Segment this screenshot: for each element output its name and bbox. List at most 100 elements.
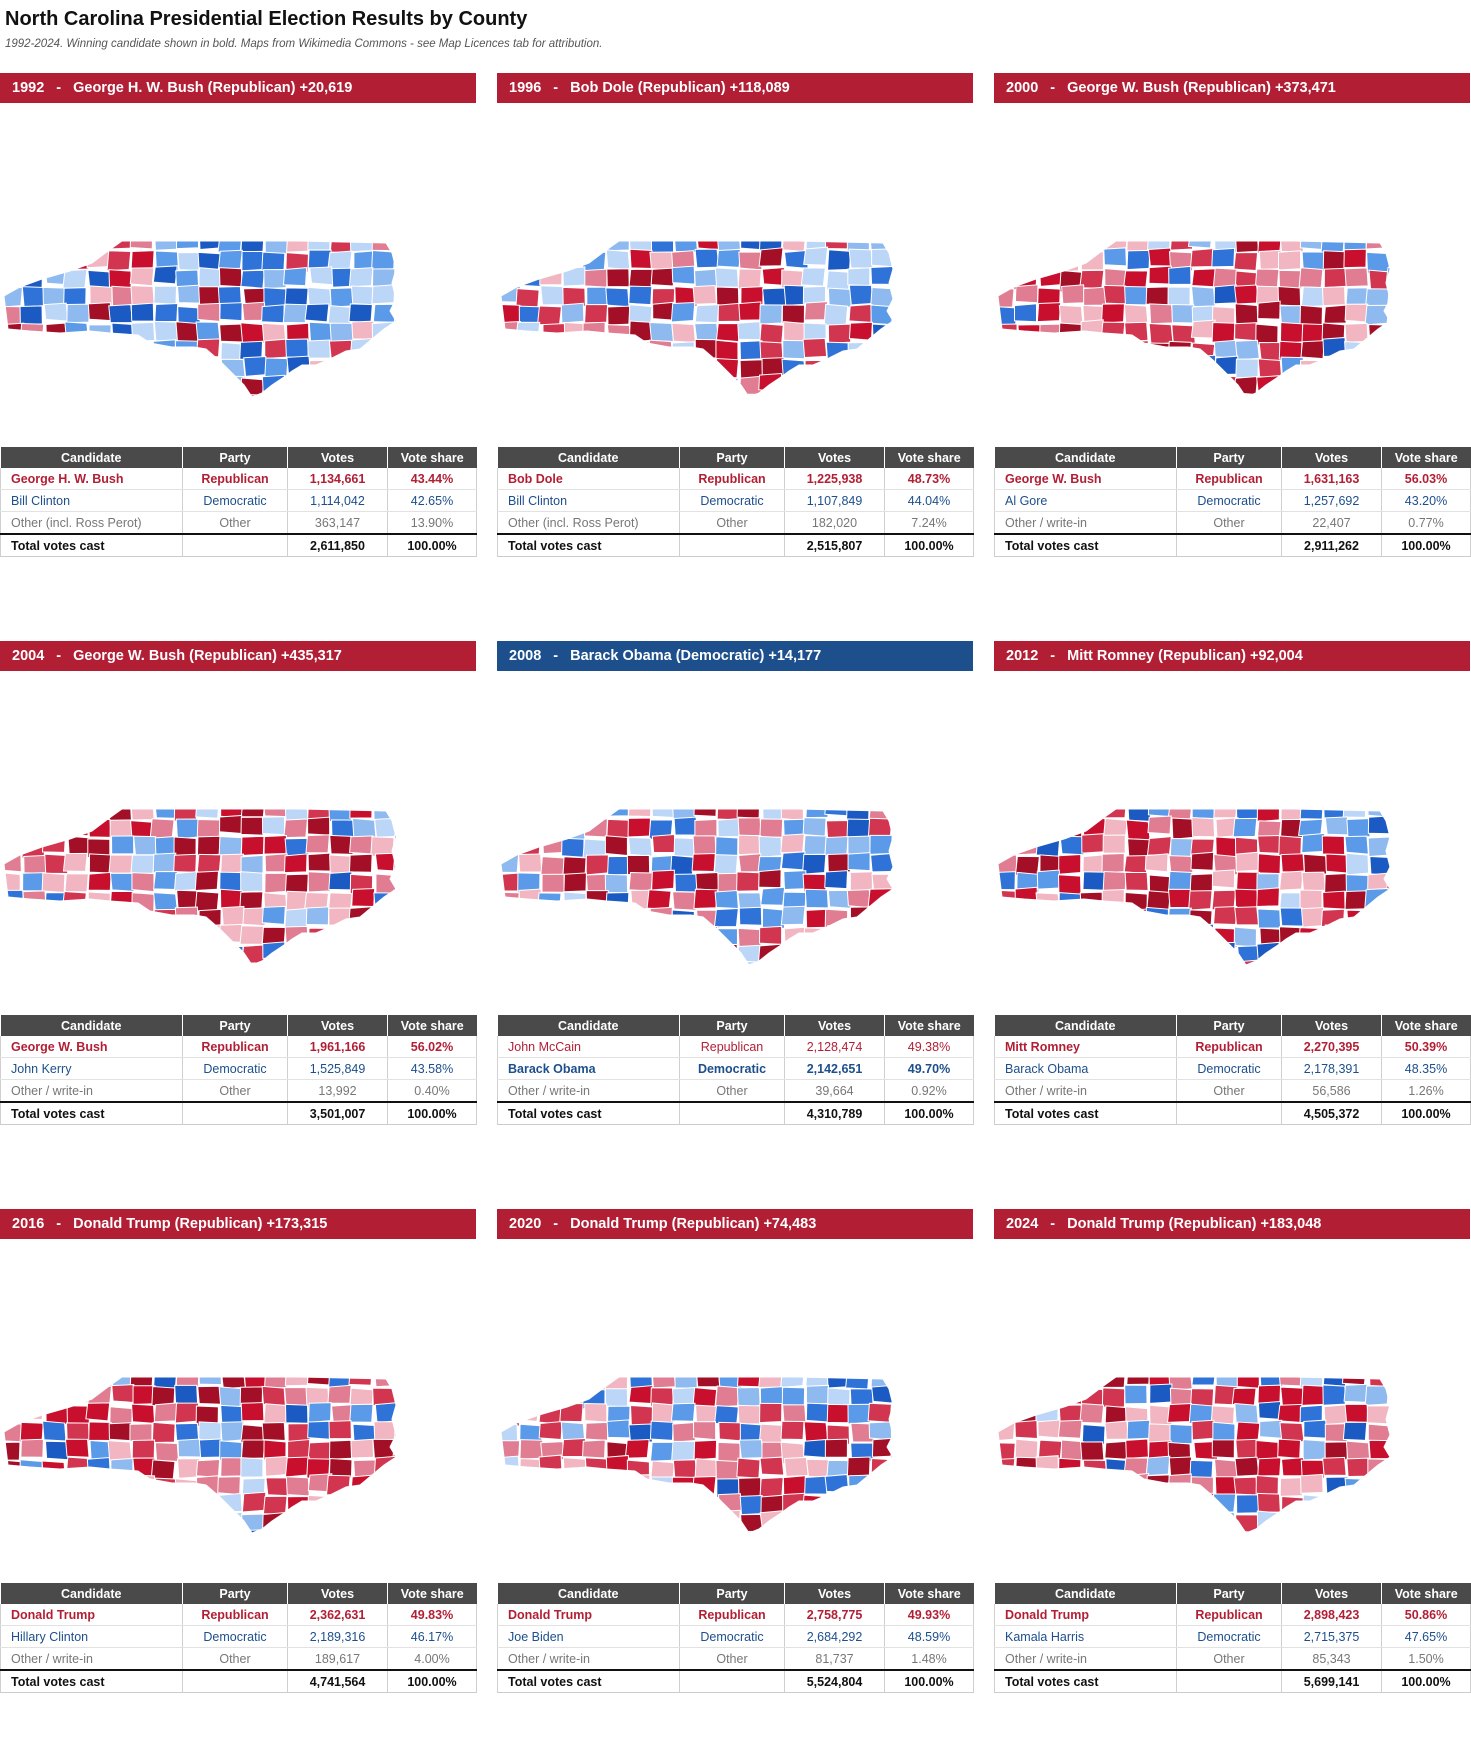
county-shape [1169,373,1195,393]
county-shape [375,392,396,397]
county-shape [1190,342,1216,364]
county-shape [540,374,564,395]
county-shape [628,836,653,857]
candidate-cell: Other / write-in [497,1079,680,1103]
county-shape [848,1474,872,1494]
county-shape [1385,265,1390,285]
county-shape [395,322,396,342]
state-outline [3,808,397,966]
county-shape [651,1492,676,1513]
votes-cell: 1,225,938 [784,468,885,490]
county-shape [329,287,354,308]
county-shape [1365,945,1390,965]
table-row: Other / write-in Other 39,664 0.92% [497,1079,974,1103]
county-shape [582,1439,606,1459]
county-shape [130,1511,155,1532]
county-shape [43,302,69,322]
county-shape [154,396,179,397]
election-panel-1992: 1992- George H. W. Bush (Republican) +20,… [0,73,477,557]
county-shape [41,1377,67,1392]
share-cell: 43.44% [387,468,477,490]
county-shape [1015,359,1040,380]
county-shape [174,1422,200,1442]
share-cell: 56.03% [1381,468,1471,490]
county-shape [1036,1385,1061,1407]
election-result-text: Bob Dole (Republican) +118,089 [570,80,790,96]
county-shape [220,358,246,379]
county-shape [1016,809,1041,824]
election-panel-2016: 2016- Donald Trump (Republican) +173,315 C… [0,1209,477,1693]
county-shape [87,324,112,345]
county-shape [1080,251,1104,271]
county-shape [1081,1495,1107,1516]
county-shape [998,1387,1018,1409]
county-shape [1058,1385,1082,1405]
county-shape [781,1512,805,1532]
county-shape [1059,241,1083,254]
county-shape [64,1438,90,1458]
county-shape [780,833,805,854]
county-shape [517,1475,543,1496]
election-panel-1996: 1996- Bob Dole (Republican) +118,089 Candi… [497,73,974,557]
candidate-cell: Joe Biden [497,1625,680,1648]
county-shape [1323,1511,1348,1533]
county-shape [220,1421,245,1443]
county-shape [4,889,25,909]
county-shape [1391,1493,1414,1511]
county-shape [519,924,544,946]
county-shape [1234,322,1258,342]
county-shape [154,1477,179,1500]
county-shape [1147,247,1173,267]
county-shape [107,809,133,823]
county-shape [501,1387,520,1407]
county-shape [21,1528,47,1533]
county-shape [261,1421,286,1441]
county-shape [670,1513,695,1533]
county-shape [604,1388,629,1408]
column-header: Votes [287,447,388,468]
party-cell: Other [182,1079,288,1103]
county-shape [604,1377,628,1391]
total-row: Total votes cast 3,501,007 100.00% [0,1101,477,1125]
county-map [0,103,476,493]
party-cell: Other [679,1079,785,1103]
county-shape [129,959,155,965]
county-shape [87,818,113,838]
votes-cell: 2,758,775 [784,1604,885,1626]
county-shape [1213,375,1238,396]
column-header: Votes [1281,1583,1382,1604]
county-shape [607,305,631,326]
county-map [994,1239,1470,1629]
county-shape [265,1477,291,1497]
county-shape [1235,358,1259,379]
county-shape [1101,888,1125,910]
county-shape [868,1474,893,1494]
county-shape [1388,302,1390,325]
county-shape [650,357,675,379]
county-shape [501,265,522,285]
county-shape [1014,886,1038,907]
county-shape [825,925,851,945]
election-year: 2016 [12,1216,45,1232]
county-shape [871,960,893,965]
county-shape [501,963,522,965]
candidate-cell: Donald Trump [497,1604,680,1626]
county-shape [867,817,893,838]
total-row: Total votes cast 4,310,789 100.00% [497,1101,974,1125]
party-cell: Republican [182,1036,288,1058]
county-shape [1057,1493,1083,1513]
county-shape [108,241,133,250]
county-shape [106,250,132,272]
county-shape [1211,869,1236,889]
county-shape [649,961,674,965]
county-shape [1391,816,1413,834]
county-shape [780,393,805,397]
county-shape [501,303,522,324]
county-shape [19,323,45,343]
county-shape [501,819,520,841]
county-shape [176,394,201,397]
column-header: Candidate [994,447,1177,468]
column-header: Votes [287,1015,388,1036]
county-shape [221,905,246,927]
county-shape [1214,1458,1239,1480]
